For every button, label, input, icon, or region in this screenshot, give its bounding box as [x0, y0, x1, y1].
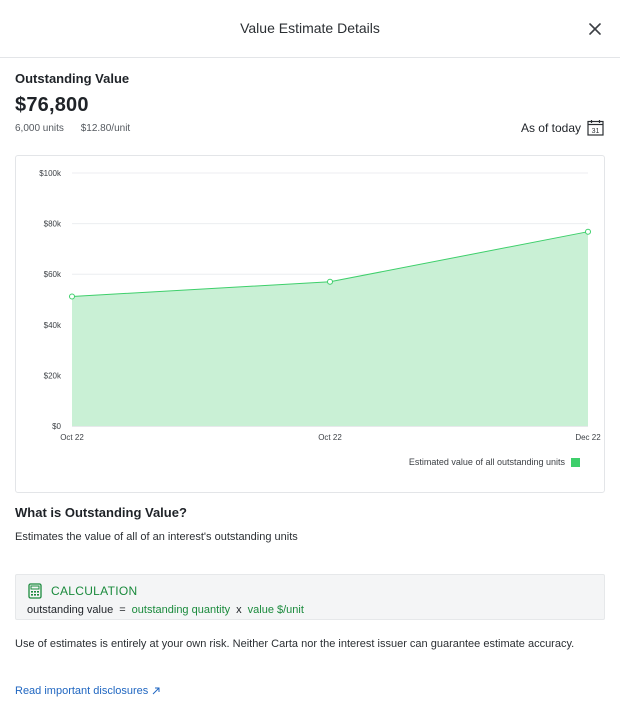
- external-link-icon: [152, 687, 160, 695]
- close-icon[interactable]: [586, 20, 604, 38]
- outstanding-value-heading: Outstanding Value: [15, 71, 130, 86]
- formula-term-quantity: outstanding quantity: [131, 604, 231, 616]
- what-is-description: Estimates the value of all of an interes…: [15, 531, 298, 543]
- chart-legend: Estimated value of all outstanding units: [409, 457, 580, 467]
- y-tick-label: $0: [52, 422, 61, 431]
- y-tick-label: $80k: [44, 220, 62, 229]
- as-of-label: As of today: [520, 120, 581, 135]
- formula-equals: =: [119, 604, 126, 616]
- calculation-label: CALCULATION: [51, 584, 138, 598]
- data-point: [327, 278, 333, 285]
- price-per-unit: $12.80/unit: [80, 123, 131, 134]
- value-chart-card: $0 $20k $40k $60k $80k $100k Oct 22 Oct 22 Dec 2…: [15, 155, 605, 493]
- disclosures-link-label[interactable]: Read important disclosures: [15, 685, 149, 697]
- formula-lhs: outstanding value: [27, 604, 114, 616]
- value-chart: $0 $20k $40k $60k $80k $100k Oct 22 Oct 22 Dec 2…: [39, 169, 601, 442]
- calculation-header: CALCULATION: [27, 583, 137, 599]
- calculation-formula: outstanding value = outstanding quantity x v…: [27, 604, 304, 616]
- as-of-date-picker[interactable]: As of today 31: [521, 119, 604, 136]
- disclosures-link[interactable]: Read important disclosures: [15, 685, 160, 697]
- outstanding-value-amount: $76,800: [15, 94, 89, 116]
- formula-term-price: value $/unit: [247, 604, 304, 616]
- y-tick-label: $60k: [44, 270, 62, 279]
- x-tick-label: Oct 22: [60, 433, 84, 442]
- units-count: 6,000 units: [15, 123, 64, 134]
- calendar-day: 31: [592, 128, 600, 135]
- modal-header: Value Estimate Details: [0, 0, 620, 58]
- calculator-icon: [28, 583, 42, 599]
- y-tick-label: $20k: [44, 371, 62, 380]
- x-tick-label: Oct 22: [318, 433, 342, 442]
- x-tick-label: Dec 22: [575, 433, 601, 442]
- data-point: [585, 228, 591, 235]
- what-is-heading: What is Outstanding Value?: [15, 505, 187, 520]
- calculation-box: CALCULATION outstanding value = outstandin…: [15, 574, 605, 620]
- legend-swatch: [571, 457, 580, 467]
- legend-label: Estimated value of all outstanding units: [408, 457, 565, 467]
- units-meta: 6,000 units $12.80/unit: [15, 123, 144, 134]
- y-tick-label: $40k: [44, 321, 62, 330]
- data-point: [69, 293, 75, 300]
- series-area: [72, 231, 588, 426]
- risk-disclaimer: Use of estimates is entirely at your own…: [15, 638, 575, 650]
- y-tick-label: $100k: [39, 169, 62, 178]
- formula-times: x: [236, 604, 242, 616]
- calendar-icon[interactable]: 31: [587, 119, 604, 136]
- modal-title: Value Estimate Details: [240, 20, 380, 36]
